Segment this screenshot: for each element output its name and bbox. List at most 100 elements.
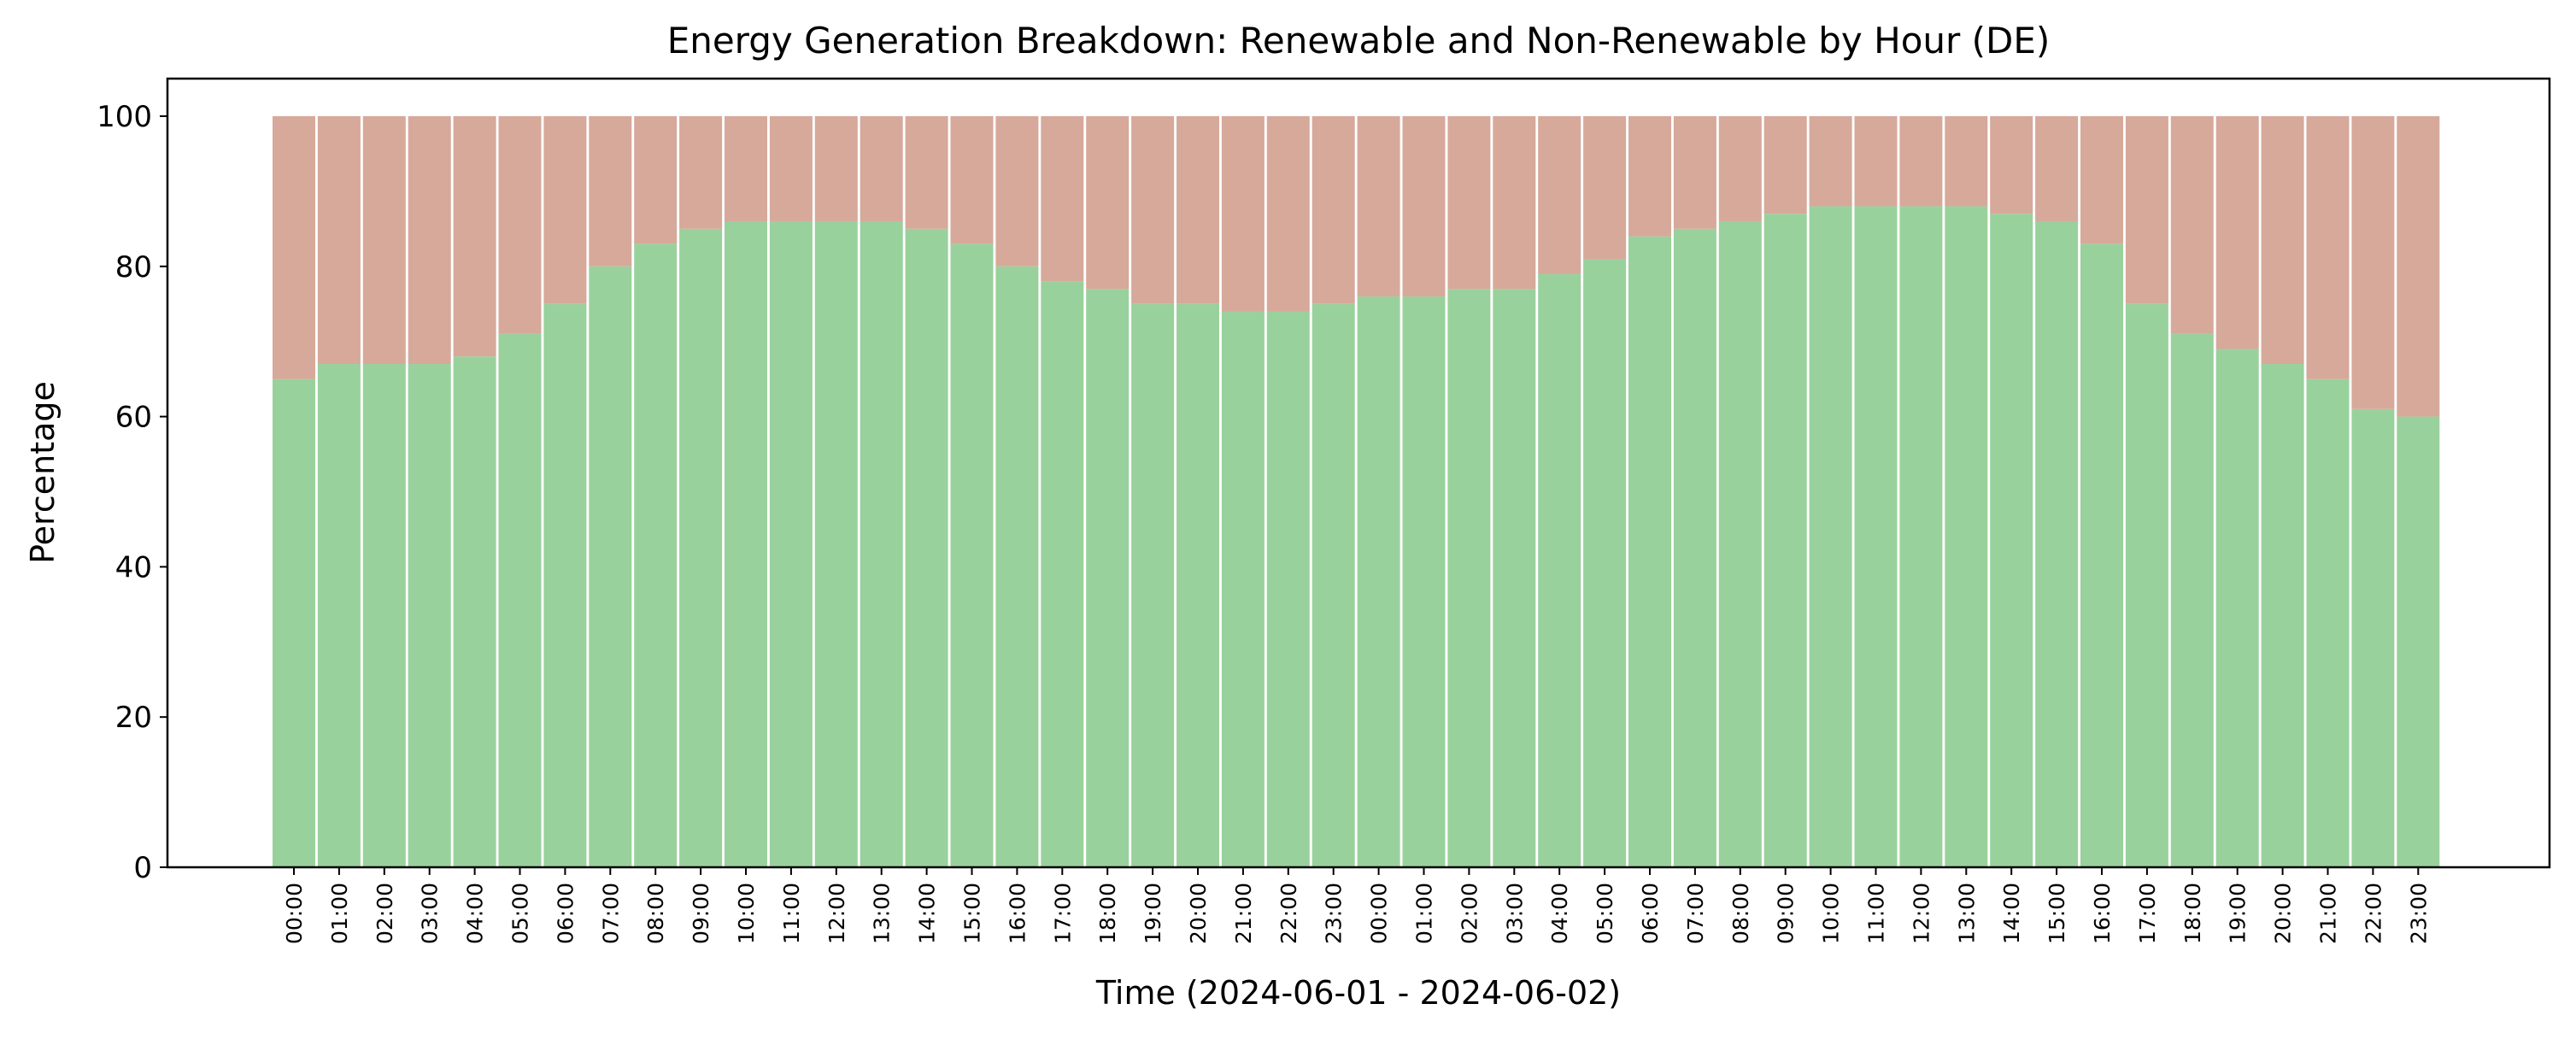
y-tick-label: 80 xyxy=(115,250,152,285)
bar-series-0-43 xyxy=(2215,349,2259,868)
bar-series-0-23 xyxy=(1311,303,1355,868)
x-tick-label: 06:00 xyxy=(553,883,578,944)
bar-series-0-22 xyxy=(1266,311,1310,867)
bar-series-1-21 xyxy=(1221,115,1265,312)
x-tick-label: 00:00 xyxy=(1367,883,1392,944)
bar-series-0-3 xyxy=(408,364,451,867)
x-tick-label: 23:00 xyxy=(2406,883,2431,944)
x-tick-label: 21:00 xyxy=(2316,883,2341,944)
bar-series-1-26 xyxy=(1447,115,1491,290)
bar-series-1-19 xyxy=(1131,115,1175,304)
y-axis-ticks: 0 20 40 60 80 100 xyxy=(97,100,167,885)
bars-layer xyxy=(273,115,2440,868)
bar-series-0-4 xyxy=(453,356,496,867)
x-tick-label: 08:00 xyxy=(1728,883,1753,944)
x-tick-label: 11:00 xyxy=(779,883,804,944)
bar-series-1-1 xyxy=(317,115,361,365)
bar-series-1-9 xyxy=(679,115,723,229)
bar-series-1-14 xyxy=(905,115,948,229)
x-tick-label: 04:00 xyxy=(1547,883,1572,944)
bar-series-0-34 xyxy=(1809,206,1852,867)
bar-series-1-20 xyxy=(1177,115,1219,304)
bar-series-0-21 xyxy=(1221,311,1265,867)
x-axis-ticks: 00:00 01:00 02:00 03:00 04:00 05:00 06:00 07:00… xyxy=(282,867,2431,944)
bar-series-1-43 xyxy=(2215,115,2259,349)
bar-series-0-0 xyxy=(273,379,315,867)
bar-series-1-44 xyxy=(2261,115,2304,365)
y-tick-label: 40 xyxy=(115,550,152,584)
bar-series-0-7 xyxy=(589,266,632,867)
x-tick-label: 02:00 xyxy=(1457,883,1482,944)
x-axis-label: Time (2024-06-01 - 2024-06-02) xyxy=(1095,974,1621,1012)
bar-series-1-40 xyxy=(2080,115,2123,244)
y-tick-label: 60 xyxy=(115,401,152,435)
bar-series-1-2 xyxy=(362,115,406,365)
bar-series-1-31 xyxy=(1673,115,1716,229)
bar-series-1-36 xyxy=(1899,115,1943,207)
bar-series-0-14 xyxy=(905,228,948,867)
bar-series-1-12 xyxy=(814,115,858,222)
bar-series-1-27 xyxy=(1493,115,1536,290)
bar-series-1-37 xyxy=(1945,115,1988,207)
x-tick-label: 02:00 xyxy=(373,883,397,944)
bar-series-0-44 xyxy=(2261,364,2304,867)
x-tick-label: 16:00 xyxy=(2090,883,2115,944)
x-tick-label: 22:00 xyxy=(1276,883,1301,944)
x-tick-label: 05:00 xyxy=(1593,883,1617,944)
bar-series-0-40 xyxy=(2080,244,2123,867)
x-tick-label: 17:00 xyxy=(1050,883,1075,944)
chart-title: Energy Generation Breakdown: Renewable a… xyxy=(667,20,2051,62)
x-tick-label: 03:00 xyxy=(418,883,443,944)
bar-series-0-11 xyxy=(769,221,813,867)
x-tick-label: 13:00 xyxy=(870,883,895,944)
x-tick-label: 07:00 xyxy=(1683,883,1708,944)
x-tick-label: 01:00 xyxy=(1412,883,1437,944)
bar-series-0-8 xyxy=(634,244,678,867)
x-tick-label: 19:00 xyxy=(1141,883,1165,944)
y-tick-label: 20 xyxy=(115,701,152,735)
bar-series-0-29 xyxy=(1583,258,1627,868)
bar-series-1-25 xyxy=(1402,115,1446,296)
x-tick-label: 20:00 xyxy=(2271,883,2296,944)
bar-series-0-46 xyxy=(2351,408,2395,867)
bar-series-0-15 xyxy=(950,244,994,867)
x-tick-label: 16:00 xyxy=(1005,883,1030,944)
bar-series-0-19 xyxy=(1131,303,1175,868)
bar-series-1-5 xyxy=(498,115,542,334)
x-tick-label: 20:00 xyxy=(1186,883,1211,944)
bar-series-0-27 xyxy=(1493,289,1536,867)
bar-series-1-38 xyxy=(1990,115,2033,214)
bar-series-0-36 xyxy=(1899,206,1943,867)
bar-series-1-17 xyxy=(1041,115,1084,282)
bar-series-1-47 xyxy=(2397,115,2440,417)
bar-series-0-35 xyxy=(1854,206,1898,867)
x-tick-label: 03:00 xyxy=(1502,883,1527,944)
x-tick-label: 11:00 xyxy=(1864,883,1889,944)
bar-series-0-47 xyxy=(2397,416,2440,867)
bar-series-1-46 xyxy=(2351,115,2395,409)
bar-series-1-8 xyxy=(634,115,678,244)
y-tick-label: 0 xyxy=(133,851,152,885)
bar-series-0-2 xyxy=(362,364,406,867)
x-tick-label: 09:00 xyxy=(1774,883,1799,944)
bar-series-0-16 xyxy=(995,266,1039,867)
bar-series-0-42 xyxy=(2170,333,2214,867)
bar-series-0-13 xyxy=(860,221,903,867)
bar-series-1-0 xyxy=(273,115,315,379)
bar-series-0-33 xyxy=(1763,214,1807,868)
bar-series-1-18 xyxy=(1086,115,1130,290)
x-tick-label: 00:00 xyxy=(282,883,307,944)
y-axis-label: Percentage xyxy=(24,381,62,564)
x-tick-label: 10:00 xyxy=(1819,883,1844,944)
x-tick-label: 14:00 xyxy=(915,883,940,944)
bar-series-1-34 xyxy=(1809,115,1852,207)
bar-series-0-18 xyxy=(1086,289,1130,867)
x-tick-label: 17:00 xyxy=(2135,883,2160,944)
bar-series-1-10 xyxy=(725,115,767,222)
bar-series-0-20 xyxy=(1177,303,1219,868)
plot-frame xyxy=(166,77,2551,869)
x-tick-label: 15:00 xyxy=(960,883,985,944)
bar-series-1-32 xyxy=(1718,115,1762,222)
bar-series-1-42 xyxy=(2170,115,2214,334)
